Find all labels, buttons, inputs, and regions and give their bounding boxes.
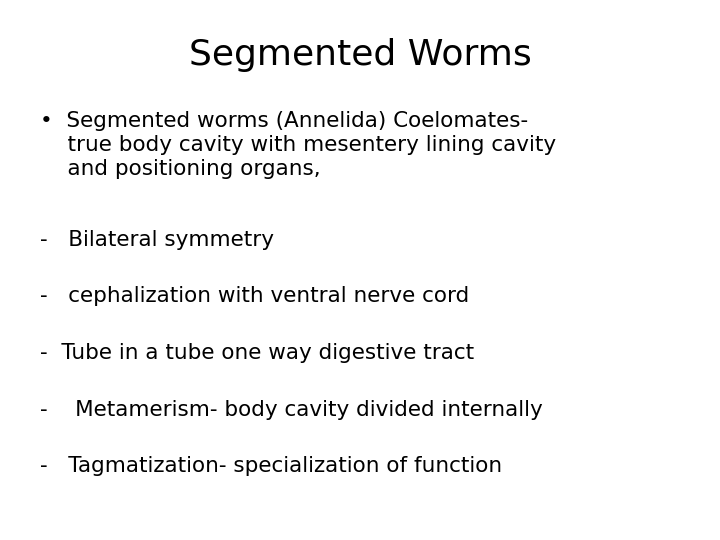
Text: -  Tube in a tube one way digestive tract: - Tube in a tube one way digestive tract — [40, 343, 474, 363]
Text: -   Bilateral symmetry: - Bilateral symmetry — [40, 230, 274, 249]
Text: Segmented Worms: Segmented Worms — [189, 38, 531, 72]
Text: -    Metamerism- body cavity divided internally: - Metamerism- body cavity divided intern… — [40, 400, 542, 420]
Text: •  Segmented worms (Annelida) Coelomates-
    true body cavity with mesentery li: • Segmented worms (Annelida) Coelomates-… — [40, 111, 556, 179]
Text: -   cephalization with ventral nerve cord: - cephalization with ventral nerve cord — [40, 286, 469, 306]
Text: -   Tagmatization- specialization of function: - Tagmatization- specialization of funct… — [40, 456, 502, 476]
